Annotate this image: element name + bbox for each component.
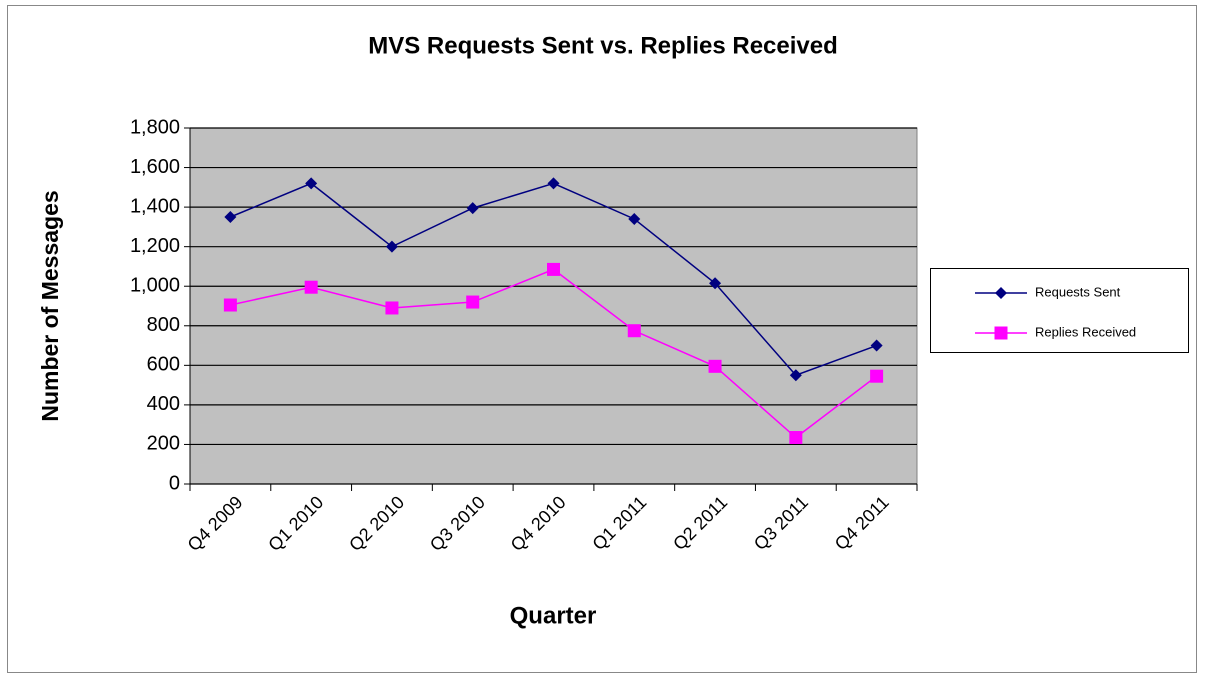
point — [305, 177, 318, 190]
point — [870, 339, 883, 352]
y-tick-label: 600 — [147, 354, 180, 376]
chart-title: MVS Requests Sent vs. Replies Received — [368, 32, 838, 59]
point — [789, 431, 803, 445]
point — [789, 369, 802, 382]
y-tick-label: 1,200 — [130, 235, 180, 257]
point — [547, 177, 560, 190]
legend — [930, 268, 1189, 353]
point — [994, 326, 1008, 340]
legend-label: Replies Received — [1035, 324, 1136, 339]
y-axis-label: Number of Messages — [37, 190, 63, 421]
point — [995, 287, 1007, 299]
point — [547, 262, 560, 276]
y-tick-label: 0 — [169, 472, 180, 494]
y-tick-label: 800 — [147, 314, 180, 336]
legend-label: Requests Sent — [1035, 284, 1121, 299]
y-tick-label: 1,800 — [130, 116, 180, 138]
x-axis-label: Quarter — [510, 602, 597, 629]
y-tick-label: 1,000 — [130, 275, 180, 297]
point — [466, 202, 479, 215]
point — [224, 211, 237, 223]
point — [223, 298, 237, 312]
point — [870, 369, 884, 383]
point — [466, 295, 480, 309]
y-tick-label: 200 — [147, 433, 180, 455]
point — [709, 277, 722, 290]
point — [628, 212, 641, 225]
point — [708, 359, 722, 373]
point — [385, 240, 398, 253]
point — [627, 324, 641, 338]
y-tick-label: 1,600 — [130, 156, 180, 178]
y-tick-label: 400 — [147, 393, 180, 415]
point — [385, 301, 399, 315]
point — [304, 280, 318, 294]
y-tick-label: 1,400 — [130, 195, 180, 217]
